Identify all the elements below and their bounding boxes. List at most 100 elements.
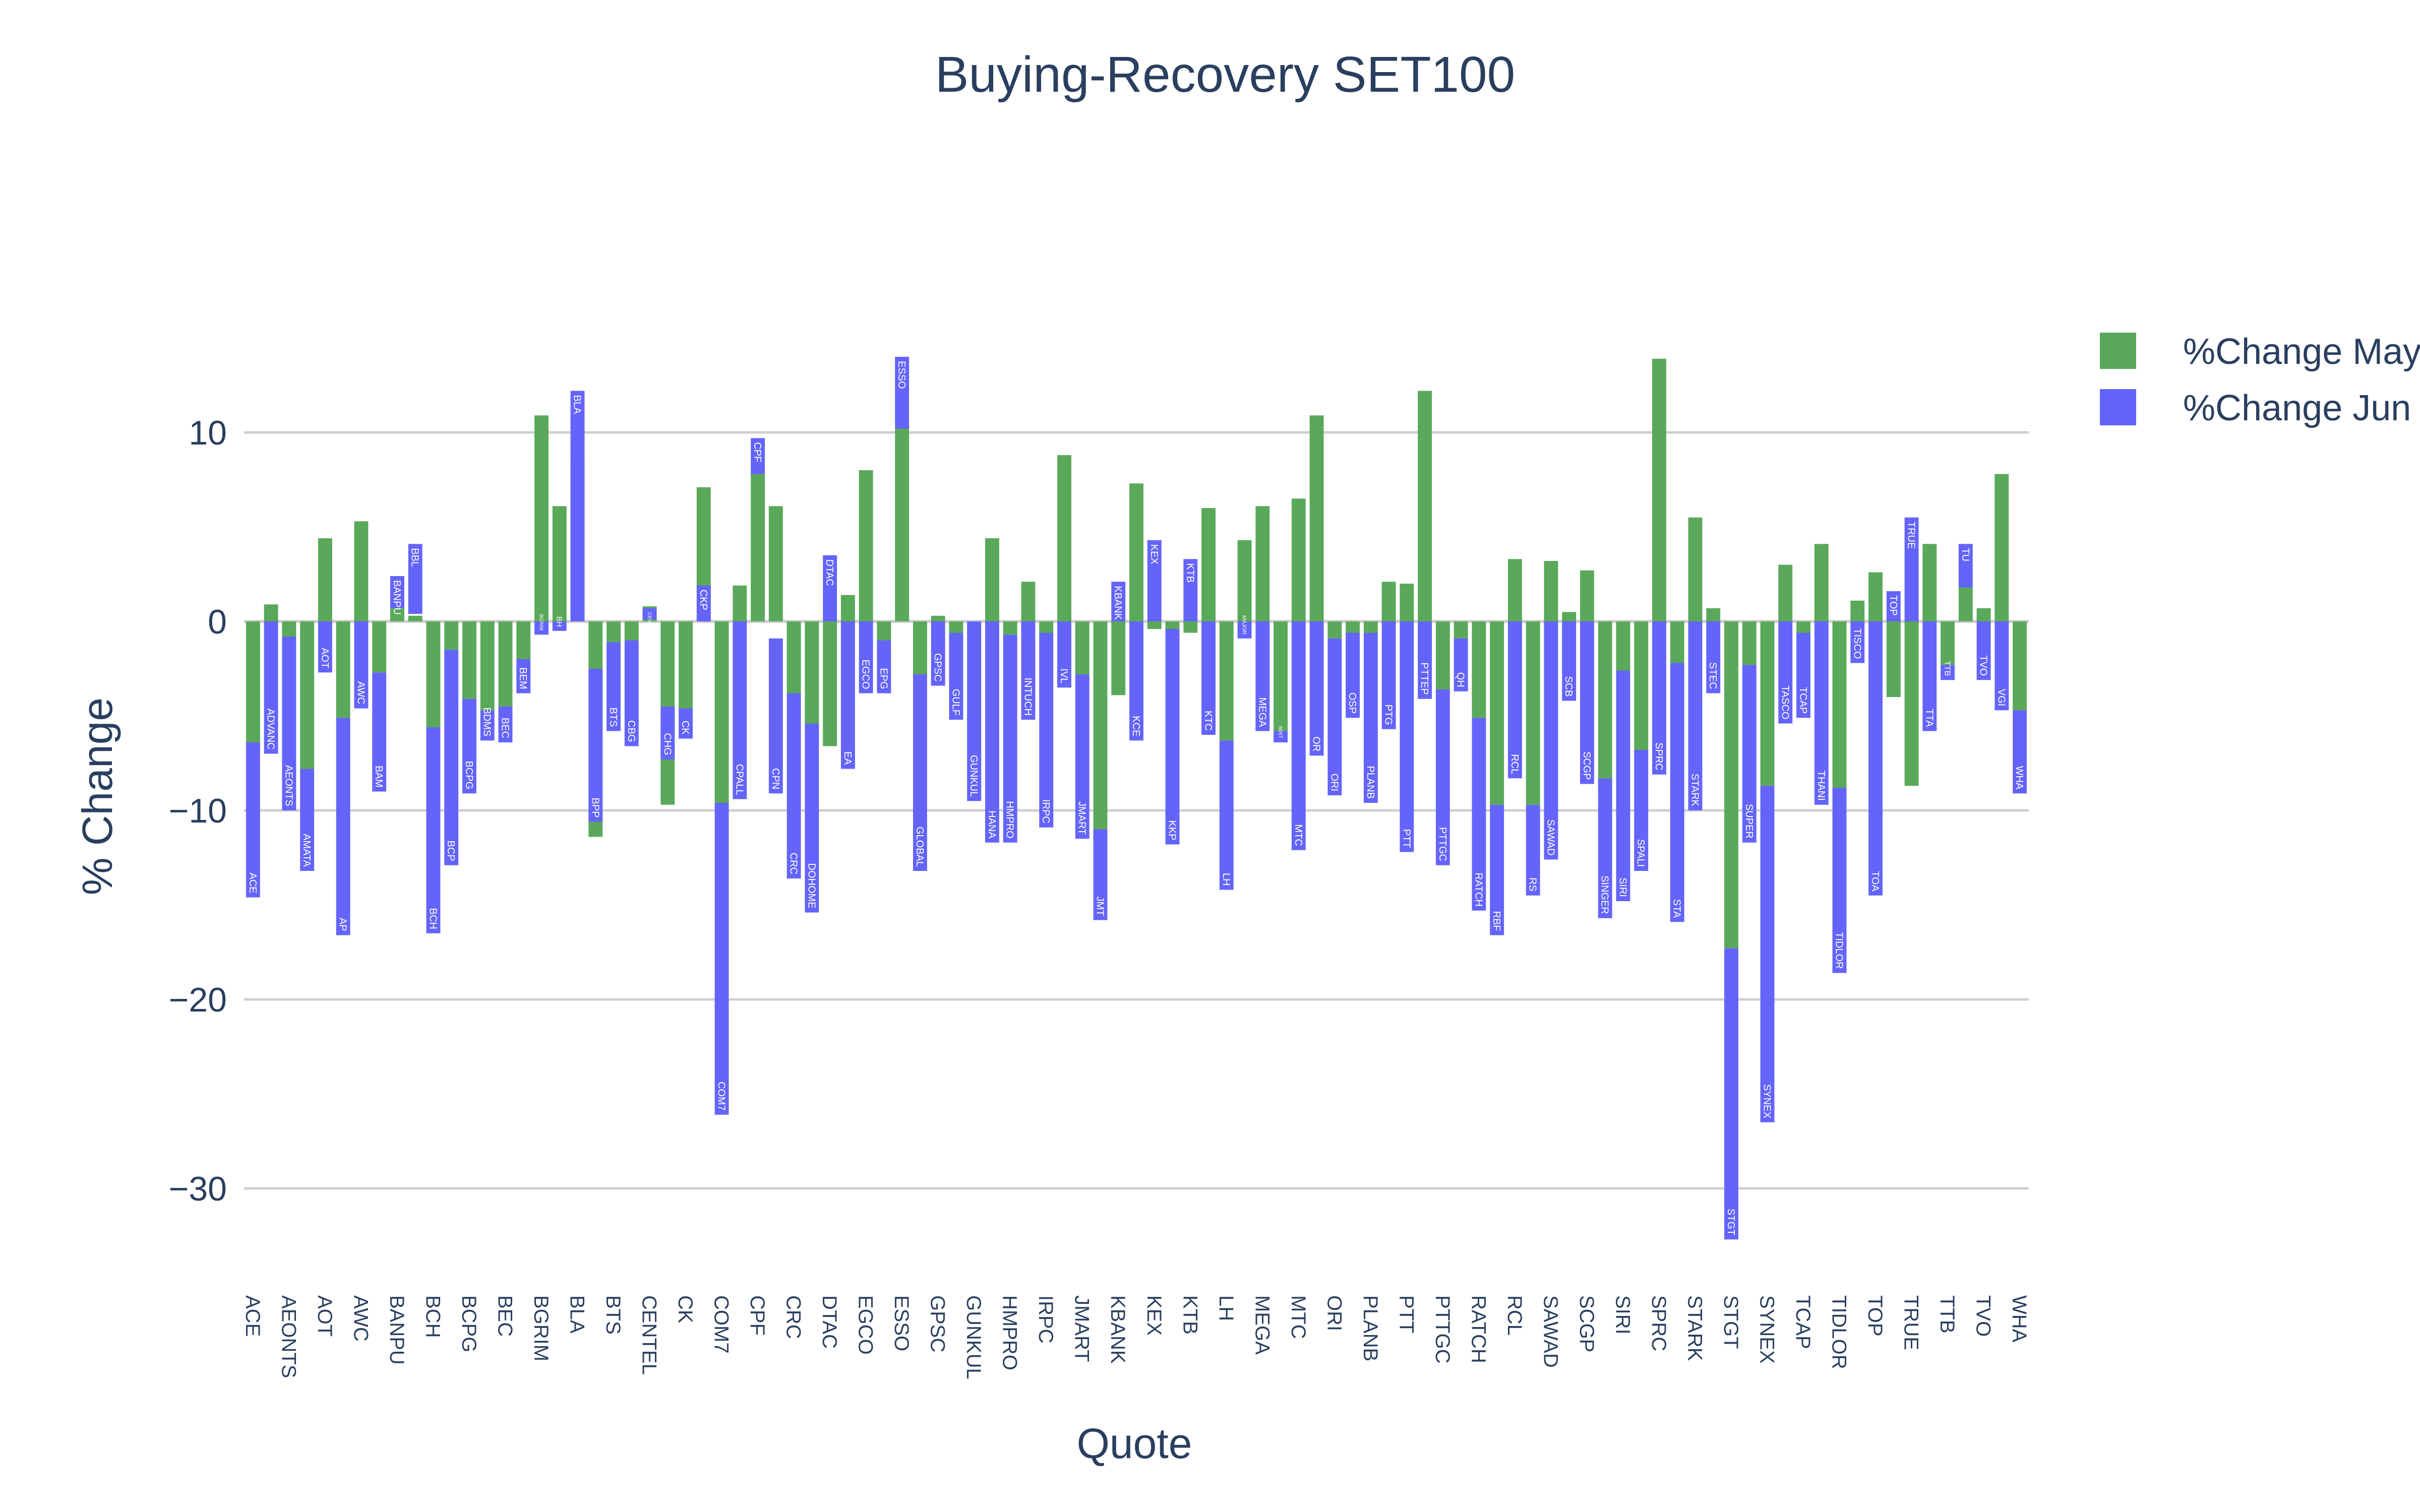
bar-may[interactable] [1418,391,1432,622]
bar-may[interactable] [1652,358,1666,621]
bar-may[interactable] [1363,621,1378,633]
bar-may[interactable] [498,621,513,707]
bar-jun[interactable] [895,357,910,429]
bar-may[interactable] [1147,621,1162,629]
bar-may[interactable] [1941,621,1955,665]
bar-may[interactable] [408,615,422,621]
bar-may[interactable] [1580,570,1594,621]
bar-jun[interactable] [859,621,873,694]
bar-jun[interactable] [733,621,747,799]
bar-jun[interactable] [300,769,315,871]
bar-jun[interactable] [1255,621,1270,731]
bar-may[interactable] [1435,621,1450,689]
bar-may[interactable] [1291,498,1306,621]
bar-jun[interactable] [1544,621,1558,860]
bar-may[interactable] [1922,544,1937,621]
bar-jun[interactable] [1598,778,1612,918]
bar-may[interactable] [1868,572,1883,622]
bar-may[interactable] [264,604,278,621]
bar-may[interactable] [1454,621,1468,639]
bar-may[interactable] [1129,483,1143,621]
bar-may[interactable] [1742,621,1757,665]
bar-may[interactable] [1507,559,1522,621]
bar-jun[interactable] [498,706,513,742]
bar-may[interactable] [1057,455,1071,621]
bar-jun[interactable] [1814,621,1829,805]
bar-may[interactable] [552,506,567,621]
bar-may[interactable] [679,621,693,709]
bar-jun[interactable] [1724,948,1738,1240]
bar-may[interactable] [1994,474,2009,622]
bar-may[interactable] [877,621,891,641]
bar-jun[interactable] [1670,663,1684,922]
bar-jun[interactable] [1219,740,1234,890]
bar-jun[interactable] [1291,621,1306,850]
bar-jun[interactable] [967,621,982,801]
bar-jun[interactable] [282,637,296,810]
bar-may[interactable] [1309,415,1324,621]
bar-may[interactable] [1021,582,1036,621]
bar-may[interactable] [1111,621,1126,696]
bar-may[interactable] [895,428,910,622]
bar-jun[interactable] [624,640,639,746]
bar-jun[interactable] [1274,731,1288,743]
bar-may[interactable] [1327,621,1342,639]
bar-may[interactable] [1634,621,1649,750]
bar-may[interactable] [1706,608,1721,621]
bar-may[interactable] [1346,621,1360,633]
bar-may[interactable] [931,615,945,621]
bar-may[interactable] [823,621,837,746]
bar-jun[interactable] [462,699,476,794]
bar-may[interactable] [1255,506,1270,621]
bar-may[interactable] [1850,600,1865,621]
bar-jun[interactable] [714,803,729,1115]
bar-jun[interactable] [390,576,404,608]
bar-may[interactable] [1381,582,1396,621]
bar-jun[interactable] [1922,621,1937,731]
bar-jun[interactable] [1165,629,1180,845]
bar-jun[interactable] [444,650,459,865]
bar-may[interactable] [300,621,315,769]
bar-jun[interactable] [1688,621,1703,810]
bar-jun[interactable] [607,642,621,731]
bar-jun[interactable] [1381,621,1396,729]
bar-may[interactable] [913,621,927,674]
bar-may[interactable] [426,621,441,727]
bar-jun[interactable] [696,585,711,621]
bar-jun[interactable] [1201,621,1216,735]
legend-item-may[interactable]: %Change May [2100,332,2420,372]
bar-jun[interactable] [1346,633,1360,718]
bar-may[interactable] [1003,621,1017,635]
bar-may[interactable] [1237,540,1252,621]
bar-jun[interactable] [823,555,837,621]
bar-may[interactable] [859,470,873,621]
bar-may[interactable] [1219,621,1234,741]
bar-may[interactable] [1075,621,1090,674]
bar-jun[interactable] [1526,804,1540,896]
bar-may[interactable] [1832,621,1847,788]
bar-may[interactable] [444,621,459,650]
bar-may[interactable] [372,621,387,673]
bar-may[interactable] [1274,621,1288,731]
bar-jun[interactable] [1400,621,1414,852]
bar-jun[interactable] [660,706,675,760]
bar-may[interactable] [336,621,350,718]
bar-may[interactable] [246,621,260,742]
bar-jun[interactable] [1706,621,1721,694]
bar-jun[interactable] [1237,621,1252,639]
bar-jun[interactable] [1994,621,2009,711]
bar-jun[interactable] [1868,621,1883,896]
bar-jun[interactable] [1832,788,1847,973]
bar-jun[interactable] [264,621,278,754]
bar-may[interactable] [985,538,999,621]
bar-may[interactable] [786,621,801,694]
bar-jun[interactable] [426,727,441,933]
bar-jun[interactable] [877,640,891,694]
bar-jun[interactable] [408,544,422,614]
bar-may[interactable] [1976,608,1991,621]
bar-jun[interactable] [354,621,369,709]
bar-jun[interactable] [1562,621,1577,701]
bar-may[interactable] [1886,621,1901,697]
bar-may[interactable] [805,621,819,724]
bar-may[interactable] [1796,621,1810,633]
